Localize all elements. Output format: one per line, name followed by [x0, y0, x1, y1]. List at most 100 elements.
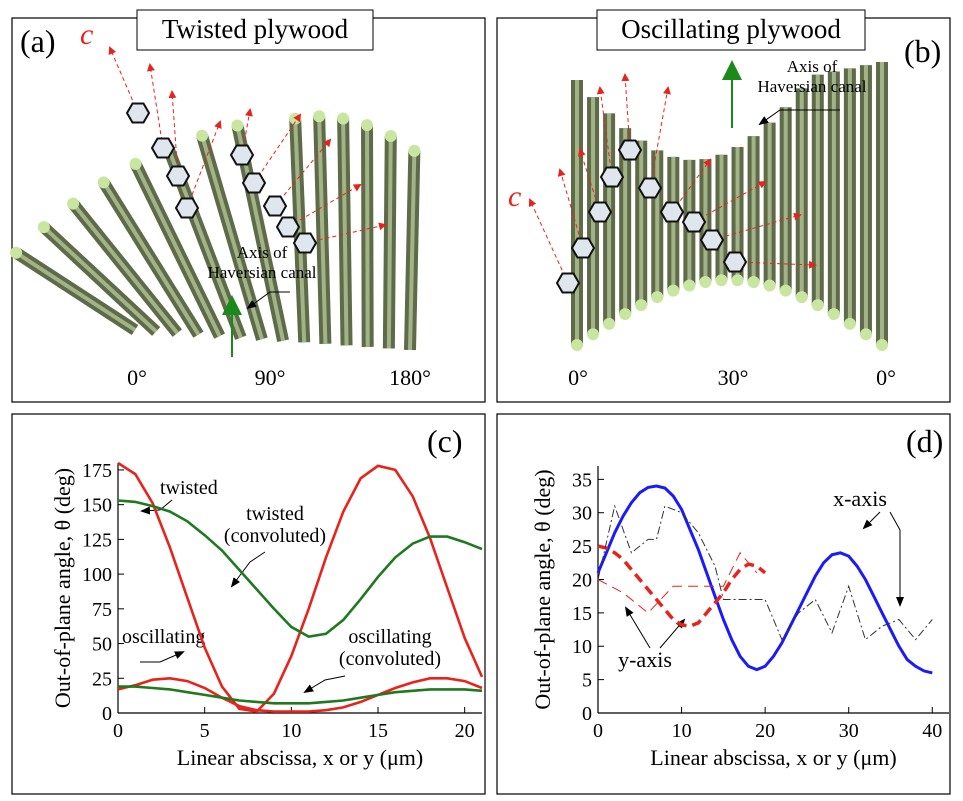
rod-end: [779, 284, 792, 297]
x-tick-label: 40: [922, 720, 942, 742]
rod-highlight: [293, 118, 307, 343]
rod-highlight: [386, 136, 393, 349]
rod-end: [408, 144, 421, 157]
y-tick-label: 100: [82, 564, 112, 586]
x-tick-label: 5: [200, 720, 210, 742]
rod-end: [97, 176, 110, 189]
title-box: [136, 9, 374, 51]
y-tick-label: 15: [572, 603, 592, 625]
rod-end: [843, 317, 856, 330]
crystal: [262, 195, 288, 217]
annotation: oscillating: [122, 626, 205, 648]
rod-end: [67, 197, 80, 210]
angle-label: 0°: [568, 365, 588, 390]
rod-end: [361, 119, 374, 132]
annotation: twisted: [160, 477, 218, 499]
rod-end: [859, 328, 872, 341]
crystal: [229, 144, 255, 166]
diagram-title: Twisted plywood: [162, 14, 349, 44]
series-line: [118, 685, 483, 705]
panel-d-frame: [496, 413, 951, 795]
annotation: oscillating: [348, 626, 431, 648]
y-tick-label: 75: [92, 599, 112, 621]
crystal: [722, 251, 748, 273]
y-tick-label: 0: [102, 703, 112, 725]
rod-end: [384, 130, 397, 143]
c-arrow: [146, 63, 164, 149]
y-tick-label: 20: [572, 569, 592, 591]
y-tick-label: 30: [572, 503, 592, 525]
rod-end: [337, 112, 350, 125]
rod-highlight: [102, 181, 201, 336]
y-tick-label: 25: [572, 536, 592, 558]
series-line: [597, 504, 933, 641]
annotation: y-axis: [618, 647, 672, 672]
rod-end: [196, 129, 209, 142]
title-box: [596, 9, 866, 51]
c-axis-label: c: [80, 18, 93, 51]
y-tick-label: 175: [82, 460, 112, 482]
rod-end: [747, 275, 760, 288]
pointer: [862, 511, 881, 530]
crystal: [599, 166, 625, 188]
annotation: (convoluted): [339, 648, 441, 670]
crystal: [637, 177, 663, 199]
rod-highlight: [365, 125, 370, 347]
crystal: [174, 197, 200, 219]
crystal: [659, 201, 685, 223]
y-tick-label: 35: [572, 469, 592, 491]
axis-label: Axis of: [237, 243, 288, 262]
crystal: [617, 139, 643, 161]
rod-end: [10, 246, 23, 259]
crystal: [241, 172, 267, 194]
rod-end: [715, 274, 728, 287]
rod-highlight: [341, 118, 349, 346]
rod-end: [619, 308, 632, 321]
rod-highlight: [408, 150, 417, 351]
pointer: [140, 499, 173, 515]
panel-c-frame: [11, 413, 486, 795]
panel-label: (d): [906, 423, 943, 459]
rod-highlight: [317, 116, 328, 344]
c-arrow: [528, 198, 569, 284]
x-tick-label: 0: [113, 720, 123, 742]
x-tick-label: 20: [755, 720, 775, 742]
crystal: [125, 102, 151, 124]
rod-highlight: [71, 202, 179, 335]
crystal: [699, 229, 725, 251]
panel-label: (a): [20, 23, 56, 59]
pointer: [246, 291, 290, 310]
rod-end: [37, 221, 50, 234]
c-arrow: [649, 86, 671, 189]
angle-label: 0°: [127, 365, 147, 390]
pointer: [140, 651, 185, 663]
x-tick-label: 10: [672, 720, 692, 742]
y-tick-label: 10: [572, 636, 592, 658]
annotation: (convoluted): [224, 525, 326, 547]
y-axis-title: Out-of-plane angle, θ (deg): [530, 469, 555, 709]
annotation: x-axis: [833, 486, 887, 511]
panel-frames: [11, 17, 951, 795]
rod-end: [827, 308, 840, 321]
pointer: [889, 511, 904, 607]
angle-label: 180°: [389, 365, 431, 390]
series-line: [596, 484, 933, 675]
axis-label: Axis of: [787, 57, 838, 76]
c-arrow: [621, 73, 631, 151]
twisted-rods: [10, 110, 421, 351]
axis-label: Haversian canal: [207, 263, 316, 282]
series-line: [117, 461, 484, 713]
x-tick-label: 30: [839, 720, 859, 742]
pointer: [624, 606, 651, 649]
panel-label: (c): [427, 423, 463, 459]
x-tick-label: 0: [593, 720, 603, 742]
rod-end: [731, 274, 744, 287]
crystal: [570, 237, 596, 259]
y-tick-label: 50: [92, 634, 112, 656]
rod-highlight: [133, 162, 222, 338]
c-arrow: [596, 86, 613, 178]
oscillating-rods: [571, 62, 888, 351]
x-tick-label: 20: [455, 720, 475, 742]
rod-end: [876, 339, 888, 351]
